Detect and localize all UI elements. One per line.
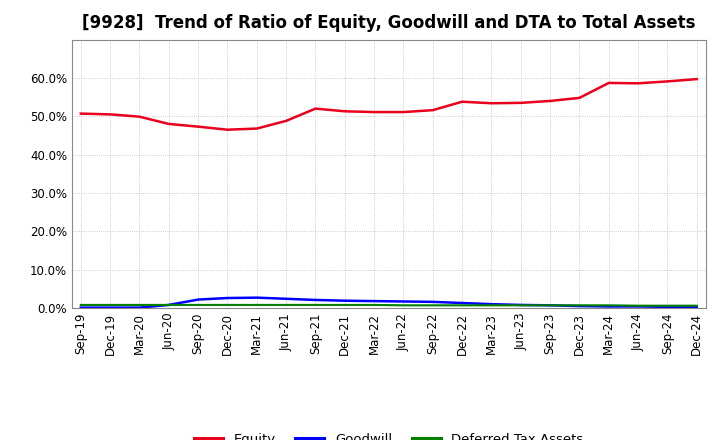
- Deferred Tax Assets: [370, 302, 379, 308]
- Deferred Tax Assets: [76, 302, 85, 308]
- Goodwill: [487, 301, 496, 307]
- Equity: [458, 99, 467, 104]
- Equity: [546, 98, 554, 103]
- Deferred Tax Assets: [487, 303, 496, 308]
- Goodwill: [370, 298, 379, 304]
- Equity: [605, 80, 613, 85]
- Goodwill: [223, 295, 232, 301]
- Equity: [135, 114, 144, 119]
- Equity: [76, 111, 85, 116]
- Deferred Tax Assets: [516, 303, 525, 308]
- Goodwill: [546, 303, 554, 308]
- Goodwill: [575, 304, 584, 309]
- Equity: [311, 106, 320, 111]
- Equity: [428, 107, 437, 113]
- Deferred Tax Assets: [194, 302, 202, 308]
- Equity: [253, 126, 261, 131]
- Equity: [106, 112, 114, 117]
- Equity: [634, 81, 642, 86]
- Goodwill: [399, 299, 408, 304]
- Equity: [575, 95, 584, 100]
- Equity: [516, 100, 525, 106]
- Deferred Tax Assets: [605, 303, 613, 308]
- Goodwill: [311, 297, 320, 303]
- Equity: [341, 109, 349, 114]
- Goodwill: [458, 301, 467, 306]
- Goodwill: [605, 304, 613, 309]
- Deferred Tax Assets: [223, 302, 232, 308]
- Deferred Tax Assets: [106, 302, 114, 308]
- Deferred Tax Assets: [135, 302, 144, 308]
- Deferred Tax Assets: [458, 303, 467, 308]
- Deferred Tax Assets: [693, 303, 701, 308]
- Deferred Tax Assets: [634, 303, 642, 308]
- Deferred Tax Assets: [428, 303, 437, 308]
- Equity: [663, 79, 672, 84]
- Deferred Tax Assets: [253, 302, 261, 308]
- Line: Deferred Tax Assets: Deferred Tax Assets: [81, 305, 697, 306]
- Goodwill: [634, 304, 642, 309]
- Equity: [194, 124, 202, 129]
- Goodwill: [428, 299, 437, 304]
- Goodwill: [106, 305, 114, 310]
- Goodwill: [76, 305, 85, 310]
- Deferred Tax Assets: [546, 303, 554, 308]
- Equity: [282, 118, 290, 124]
- Deferred Tax Assets: [282, 302, 290, 308]
- Equity: [370, 110, 379, 115]
- Goodwill: [253, 295, 261, 300]
- Deferred Tax Assets: [399, 303, 408, 308]
- Deferred Tax Assets: [575, 303, 584, 308]
- Goodwill: [164, 302, 173, 308]
- Legend: Equity, Goodwill, Deferred Tax Assets: Equity, Goodwill, Deferred Tax Assets: [189, 427, 589, 440]
- Deferred Tax Assets: [311, 302, 320, 308]
- Equity: [487, 101, 496, 106]
- Goodwill: [663, 304, 672, 309]
- Goodwill: [282, 296, 290, 301]
- Goodwill: [693, 304, 701, 310]
- Goodwill: [341, 298, 349, 303]
- Deferred Tax Assets: [663, 303, 672, 308]
- Equity: [164, 121, 173, 127]
- Line: Goodwill: Goodwill: [81, 297, 697, 308]
- Equity: [399, 110, 408, 115]
- Equity: [223, 127, 232, 132]
- Goodwill: [194, 297, 202, 302]
- Title: [9928]  Trend of Ratio of Equity, Goodwill and DTA to Total Assets: [9928] Trend of Ratio of Equity, Goodwil…: [82, 15, 696, 33]
- Goodwill: [516, 302, 525, 308]
- Deferred Tax Assets: [164, 302, 173, 308]
- Deferred Tax Assets: [341, 302, 349, 308]
- Goodwill: [135, 305, 144, 310]
- Line: Equity: Equity: [81, 79, 697, 130]
- Equity: [693, 77, 701, 82]
